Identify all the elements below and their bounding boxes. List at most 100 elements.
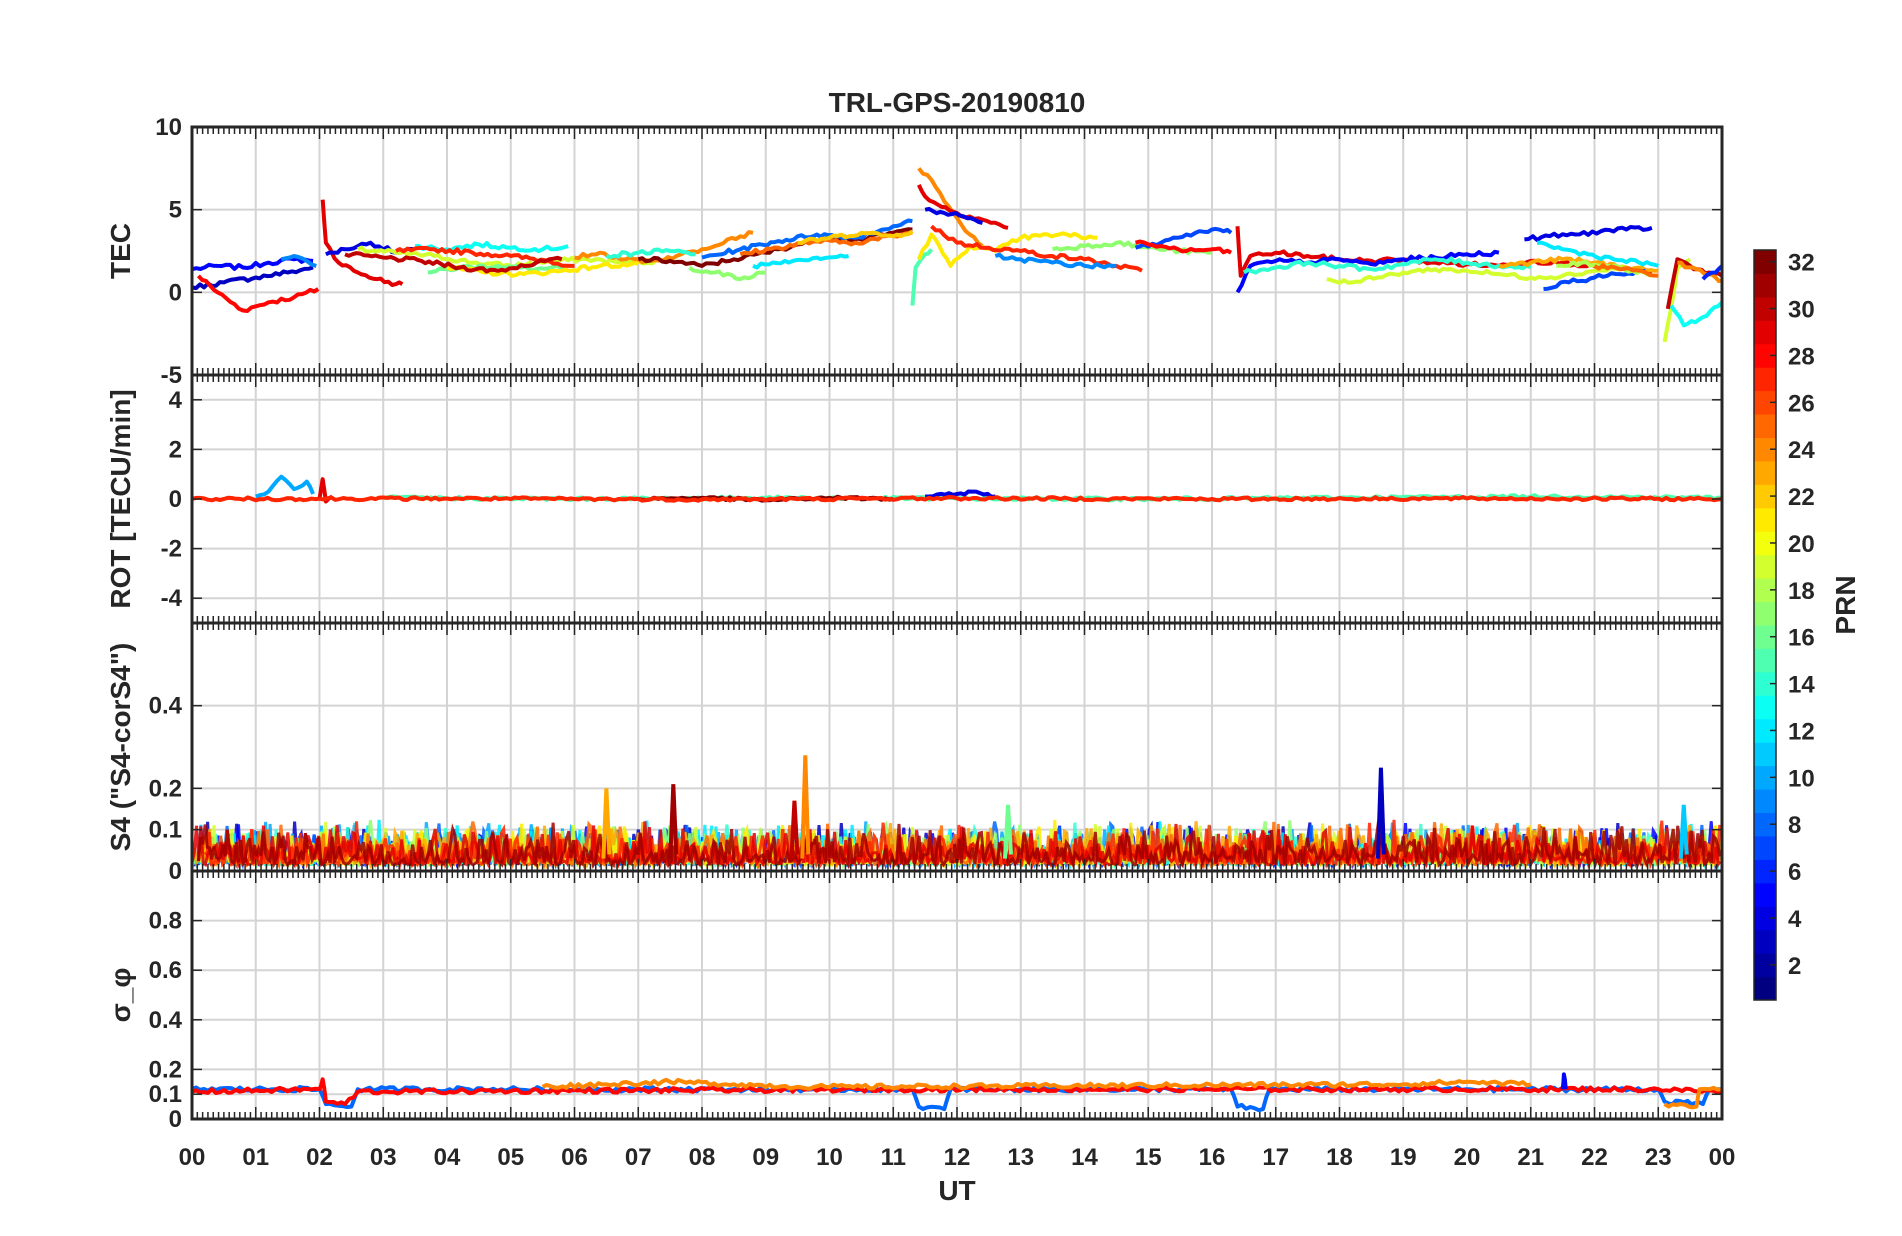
tec-panel: -5 0 5 10 TEC <box>105 114 1724 389</box>
y-tick-label: -4 <box>161 585 183 612</box>
prn-27-trace <box>192 495 1722 503</box>
colorbar-segment <box>1754 812 1776 837</box>
x-tick-label: 17 <box>1262 1144 1289 1171</box>
colorbar-segment <box>1754 367 1776 392</box>
x-tick-label: 00 <box>179 1144 206 1171</box>
colorbar-segment <box>1754 250 1776 274</box>
colorbar-segment <box>1754 835 1776 860</box>
x-tick-label: 08 <box>689 1144 716 1171</box>
prn-22-trace <box>797 229 914 246</box>
prn-12-trace <box>752 253 849 270</box>
x-tick-label: 12 <box>944 1144 971 1171</box>
colorbar-segment <box>1754 648 1776 673</box>
colorbar-segment <box>1754 976 1776 1001</box>
colorbar-tick-label: 28 <box>1788 343 1815 370</box>
prn-19-trace <box>1326 264 1627 285</box>
prn-4-trace <box>1524 225 1653 242</box>
colorbar-tick-label: 16 <box>1788 625 1815 652</box>
prn-14-trace <box>605 247 696 260</box>
y-tick-label: 0.8 <box>149 908 182 935</box>
x-tick-label: 11 <box>881 1144 906 1171</box>
y-tick-label: -5 <box>161 362 182 389</box>
y-tick-label: 0.1 <box>149 1081 182 1108</box>
y-tick-label: 0.4 <box>149 1007 183 1034</box>
colorbar-segment <box>1754 320 1776 345</box>
colorbar-segment <box>1754 507 1776 532</box>
y-tick-label: 0.6 <box>149 957 182 984</box>
colorbar-segment <box>1754 484 1776 509</box>
x-tick-label: 23 <box>1645 1144 1672 1171</box>
x-tick-label: 13 <box>1007 1144 1034 1171</box>
colorbar-frame <box>1753 249 1777 1001</box>
colorbar-tick-label: 14 <box>1788 672 1815 699</box>
x-tick-label: 09 <box>752 1144 779 1171</box>
figure-title: TRL-GPS-20190810 <box>829 87 1086 118</box>
colorbar-tick-label: 12 <box>1788 718 1815 745</box>
x-tick-label: 01 <box>242 1144 269 1171</box>
x-tick-label: 02 <box>306 1144 333 1171</box>
prn-24-s4-peak <box>800 755 811 859</box>
colorbar-tick-label: 30 <box>1788 297 1815 324</box>
prn-30-trace <box>344 251 563 274</box>
y-axis-label: S4 ("S4-corS4") <box>105 643 136 852</box>
y-tick-label: 0.1 <box>149 817 182 844</box>
y-tick-label: 2 <box>169 436 182 463</box>
y-tick-label: 0.2 <box>149 775 182 802</box>
colorbar-segment <box>1754 390 1776 415</box>
x-tick-label: 07 <box>625 1144 652 1171</box>
y-tick-label: 0.2 <box>149 1056 182 1083</box>
x-tick-label: 19 <box>1390 1144 1417 1171</box>
y-axis-label: σ_φ <box>105 968 136 1023</box>
x-tick-label: 15 <box>1135 1144 1162 1171</box>
prn-25-trace <box>1593 263 1659 278</box>
prn-5-trace <box>192 256 314 272</box>
y-tick-label: 5 <box>169 197 182 224</box>
plot-area <box>192 1072 1722 1113</box>
prn-6-trace <box>1701 264 1722 281</box>
prn-31-s4-trace <box>196 819 1722 870</box>
colorbar-tick-label: 10 <box>1788 765 1815 792</box>
colorbar-segment <box>1754 554 1776 579</box>
colorbar-segment <box>1754 414 1776 438</box>
colorbar-tick-label: 20 <box>1788 531 1815 558</box>
y-tick-label: 10 <box>155 114 182 141</box>
x-tick-label: 03 <box>370 1144 397 1171</box>
prn-24-trace <box>541 1077 1532 1091</box>
prn-13-trace <box>1669 300 1722 328</box>
x-tick-label: 22 <box>1581 1144 1608 1171</box>
colorbar-segment <box>1754 695 1776 720</box>
colorbar-tick-label: 32 <box>1788 250 1815 277</box>
prn-24-trace <box>1663 1085 1722 1110</box>
x-tick-label: 10 <box>816 1144 843 1171</box>
prn-17-trace <box>688 265 766 282</box>
y-axis-label: ROT [TECU/min] <box>105 389 136 608</box>
sigma-phi-panel: 00.10.2 0.4 0.6 0.8 σ_φ <box>105 869 1724 1133</box>
colorbar-tick-label: 26 <box>1788 390 1815 417</box>
colorbar-tick-label: 18 <box>1788 578 1815 605</box>
prn-9-trace <box>994 252 1117 270</box>
prn-21-trace <box>916 231 1098 268</box>
prn-11-s4-peak <box>1678 804 1689 859</box>
prn-31-s4-peak <box>668 784 679 859</box>
prn-23-s4-peak <box>601 788 612 859</box>
prn-12-trace <box>1537 240 1659 268</box>
s4-panel: 0 0.1 0.2 0.4 S4 ("S4-corS4") <box>105 621 1724 885</box>
prn-3-s4-peak <box>1375 767 1386 859</box>
colorbar-tick-label: 6 <box>1788 859 1801 886</box>
colorbar-segment <box>1754 296 1776 321</box>
colorbar-tick-label: 4 <box>1788 906 1802 933</box>
colorbar-segment <box>1754 906 1776 931</box>
x-axis-label: UT <box>938 1175 975 1206</box>
prn-10-trace <box>255 474 315 499</box>
colorbar-segment <box>1754 718 1776 743</box>
x-tick-label: 20 <box>1454 1144 1481 1171</box>
prn-15-trace <box>910 248 934 306</box>
prn-4-trace <box>925 489 996 499</box>
colorbar-segment <box>1754 789 1776 813</box>
prn-14-trace <box>1242 256 1532 275</box>
y-tick-label: 0 <box>169 858 182 885</box>
colorbar-segment <box>1754 578 1776 603</box>
colorbar-segment <box>1754 460 1776 485</box>
